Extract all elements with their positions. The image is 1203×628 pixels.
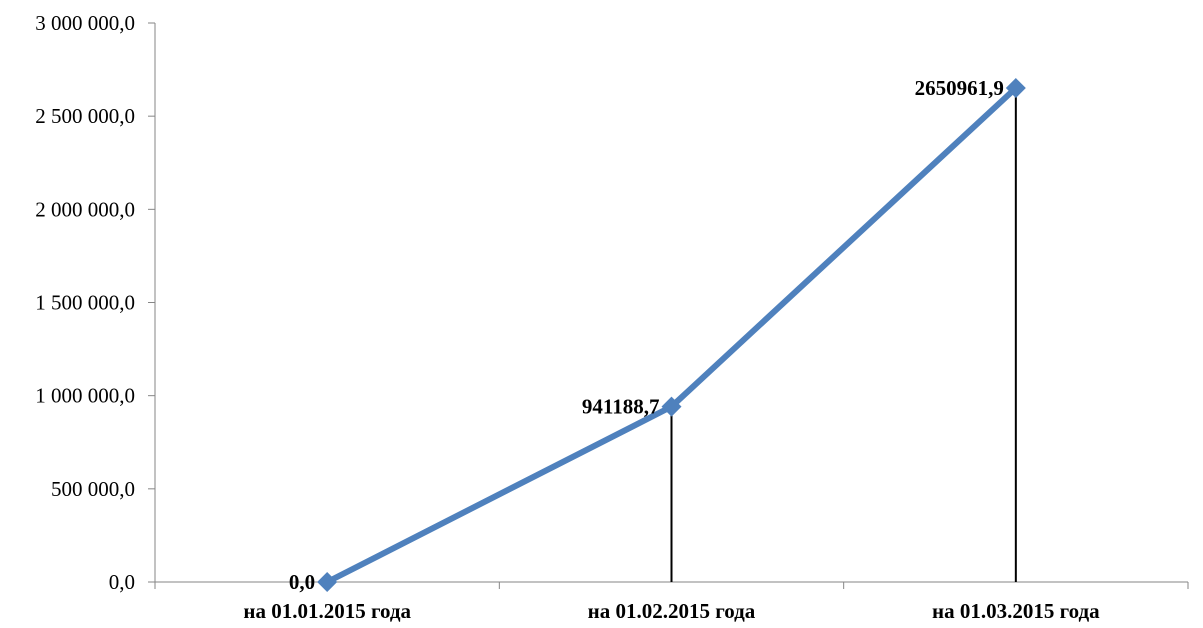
x-category-label: на 01.01.2015 года bbox=[243, 599, 411, 623]
data-point-marker bbox=[661, 396, 682, 417]
y-tick-label: 500 000,0 bbox=[51, 477, 135, 501]
y-tick-label: 3 000 000,0 bbox=[35, 11, 135, 35]
y-tick-label: 2 500 000,0 bbox=[35, 104, 135, 128]
y-tick-label: 1 000 000,0 bbox=[35, 384, 135, 408]
data-label: 941188,7 bbox=[582, 395, 660, 419]
y-tick-label: 2 000 000,0 bbox=[35, 197, 135, 221]
data-label: 0,0 bbox=[289, 570, 315, 594]
data-point-marker bbox=[1005, 78, 1026, 99]
data-point-marker bbox=[317, 572, 338, 592]
data-label: 2650961,9 bbox=[915, 76, 1004, 100]
x-category-label: на 01.03.2015 года bbox=[932, 599, 1100, 623]
y-tick-label: 1 500 000,0 bbox=[35, 291, 135, 315]
x-category-label: на 01.02.2015 года bbox=[588, 599, 756, 623]
y-tick-label: 0,0 bbox=[109, 570, 135, 594]
